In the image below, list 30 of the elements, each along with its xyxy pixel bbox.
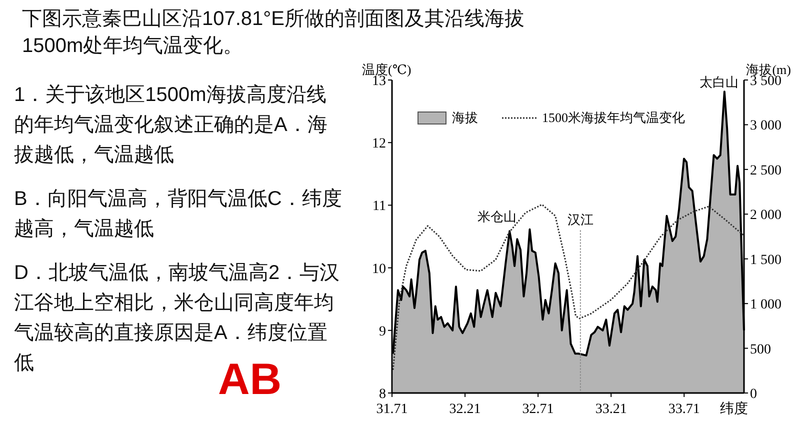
y-tick-label: 12	[372, 136, 386, 152]
annotation: 太白山	[700, 74, 739, 90]
x-tick-label: 32.71	[522, 402, 554, 417]
y2-tick-label: 0	[750, 387, 757, 402]
legend-label: 海拔	[452, 110, 478, 125]
y2-tick-label: 2 500	[750, 163, 782, 178]
x-tick-label: 31.71	[376, 402, 408, 417]
y2-tick-label: 500	[750, 342, 771, 358]
text: 1．关于该地区1500m海拔高度沿线的年均气温变化叙述正确的是A．海拔越低，气温越低	[14, 83, 328, 168]
y-tick-label: 11	[372, 199, 386, 214]
y2-tick-label: 3 000	[750, 118, 782, 134]
line-series	[392, 204, 744, 371]
y-tick-label: 13	[372, 74, 386, 89]
chart-title: 下图示意秦巴山区沿107.81°E所做的剖面图及其沿线海拔1500m处年均气温变化。	[22, 7, 526, 59]
y2-axis-title: 海拔(m)	[746, 62, 791, 77]
y-axis-title: 温度(℃)	[362, 62, 412, 77]
text: B．向阳气温高，背阳气温低C．纬度越高，气温越低	[14, 187, 343, 242]
y2-tick-label: 2 000	[750, 208, 782, 224]
y-tick-label: 8	[379, 387, 386, 402]
x-tick-label: 32.21	[449, 402, 481, 417]
y-tick-label: 10	[372, 262, 386, 277]
y2-tick-label: 1 000	[750, 298, 782, 313]
legend-label: 1500米海拔年均气温变化	[542, 110, 685, 125]
annotation: 米仓山	[478, 208, 517, 224]
y-tick-label: 9	[379, 324, 386, 340]
x-tick-label: 33.71	[668, 402, 700, 417]
y2-tick-label: 1 500	[750, 252, 782, 268]
x-axis-title: 纬度	[720, 401, 748, 417]
ref-line-label: 汉江	[567, 212, 594, 228]
x-tick-label: 33.21	[595, 402, 627, 417]
